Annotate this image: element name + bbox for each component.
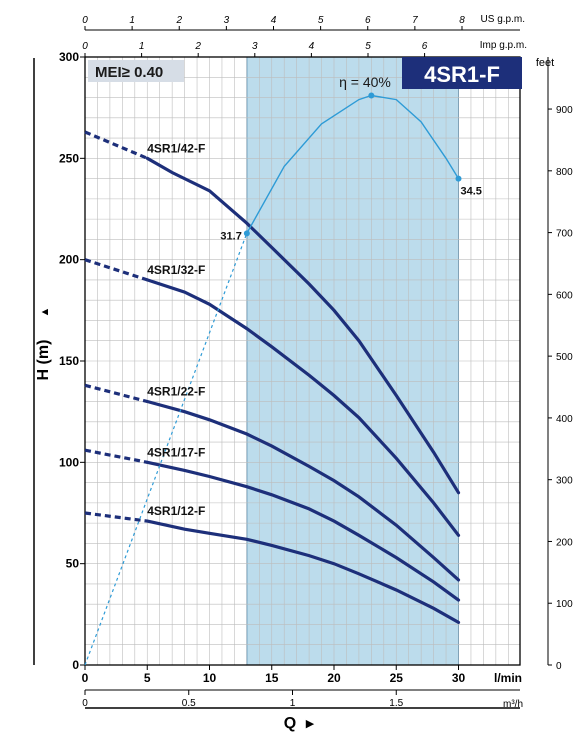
series-label: 4SR1/22-F bbox=[147, 385, 205, 399]
x-unit-lmin: l/min bbox=[494, 671, 522, 685]
feet-tick-label: 400 bbox=[556, 414, 573, 425]
feet-tick-label: 700 bbox=[556, 229, 573, 240]
series-labels: 4SR1/42-F 4SR1/32-F 4SR1/22-F 4SR1/17-F 4SR1… bbox=[147, 141, 205, 518]
series-dashed-line bbox=[84, 383, 148, 404]
efficiency-point-label: 34.5 bbox=[461, 186, 482, 198]
feet-tick-label: 100 bbox=[556, 599, 573, 610]
impgpm-tick-label: 6 bbox=[422, 41, 428, 52]
x-unit-m3h: m³/h bbox=[503, 699, 523, 710]
title-badge-bg bbox=[402, 57, 522, 89]
y-tick-label: 150 bbox=[59, 354, 79, 368]
impgpm-tick-label: 1 bbox=[139, 41, 145, 52]
series-line bbox=[145, 278, 461, 537]
usgpm-tick-label: 0 bbox=[82, 15, 88, 26]
series-line bbox=[145, 519, 461, 624]
y-tick-label: 300 bbox=[59, 50, 79, 64]
usgpm-tick-label: 6 bbox=[365, 15, 371, 26]
usgpm-tick-label: 2 bbox=[175, 15, 182, 26]
feet-tick-label: 800 bbox=[556, 167, 573, 178]
efficiency-point bbox=[243, 230, 250, 237]
series-line bbox=[145, 399, 461, 582]
usgpm-tick-label: 7 bbox=[412, 15, 418, 26]
series-line bbox=[145, 156, 461, 495]
usgpm-tick-label: 3 bbox=[224, 15, 230, 26]
y-tick-label: 100 bbox=[59, 455, 79, 469]
y-tick-label: 200 bbox=[59, 253, 79, 267]
impgpm-tick-label: 0 bbox=[82, 41, 88, 52]
y-tick-label: 50 bbox=[66, 557, 80, 571]
feet-tick-label: 300 bbox=[556, 476, 573, 487]
series-dashed-line bbox=[84, 130, 148, 160]
x-tick-label: 30 bbox=[452, 671, 466, 685]
m3h-tick-label: 1.5 bbox=[389, 698, 403, 709]
mei-badge: MEI≥ 0.40 bbox=[95, 64, 163, 81]
efficiency-point bbox=[455, 175, 462, 182]
x-tick-label: 0 bbox=[82, 671, 89, 685]
impgpm-tick-label: 5 bbox=[365, 41, 371, 52]
efficiency-curve: 31.7 34.5 bbox=[84, 92, 482, 666]
usgpm-tick-label: 8 bbox=[459, 15, 465, 26]
x-tick-label: 25 bbox=[390, 671, 404, 685]
impgpm-tick-label: 2 bbox=[194, 41, 201, 52]
usgpm-tick-label: 4 bbox=[271, 15, 277, 26]
x-tick-label: 5 bbox=[144, 671, 151, 685]
x-axis-label: Q bbox=[284, 715, 296, 732]
y-axis-arrow: ▲ bbox=[39, 307, 51, 318]
series-label: 4SR1/32-F bbox=[147, 263, 205, 277]
impgpm-tick-label: 4 bbox=[309, 41, 315, 52]
x-tick-label: 20 bbox=[327, 671, 341, 685]
series-curves bbox=[84, 130, 461, 624]
m3h-tick-label: 0.5 bbox=[182, 698, 196, 709]
series-dashed-line bbox=[84, 258, 148, 282]
series-label: 4SR1/42-F bbox=[147, 141, 205, 155]
feet-tick-label: 200 bbox=[556, 537, 573, 548]
series-label: 4SR1/17-F bbox=[147, 445, 205, 459]
right-unit-feet: feet bbox=[536, 57, 554, 69]
feet-tick-label: 900 bbox=[556, 105, 573, 116]
m3h-tick-label: 0 bbox=[82, 698, 88, 709]
efficiency-dashed-line bbox=[84, 233, 248, 666]
impgpm-tick-label: 3 bbox=[252, 41, 258, 52]
usgpm-tick-label: 5 bbox=[318, 15, 324, 26]
feet-tick-label: 0 bbox=[556, 661, 562, 672]
series-line bbox=[145, 460, 461, 602]
mei-badge-bg bbox=[88, 60, 184, 82]
efficiency-point bbox=[368, 92, 375, 99]
x-tick-label: 15 bbox=[265, 671, 279, 685]
x-axis-arrow: ▶ bbox=[306, 718, 315, 730]
x-tick-label: 10 bbox=[203, 671, 217, 685]
y-tick-label: 0 bbox=[72, 658, 79, 672]
series-label: 4SR1/12-F bbox=[147, 504, 205, 518]
series-dashed-line bbox=[84, 448, 148, 464]
efficiency-label: η = 40% bbox=[339, 74, 391, 90]
chart-title: 4SR1-F bbox=[424, 62, 500, 87]
efficiency-point-label: 31.7 bbox=[220, 230, 241, 242]
series-dashed-line bbox=[84, 511, 148, 523]
grid-lines bbox=[85, 57, 520, 665]
y-tick-label: 250 bbox=[59, 151, 79, 165]
feet-tick-label: 600 bbox=[556, 290, 573, 301]
feet-tick-label: 500 bbox=[556, 352, 573, 363]
y-axis-label: H (m) bbox=[35, 340, 52, 381]
top-unit-impgpm: Imp g.p.m. bbox=[480, 40, 527, 51]
m3h-tick-label: 1 bbox=[290, 698, 296, 709]
top-unit-usgpm: US g.p.m. bbox=[481, 14, 525, 25]
usgpm-tick-label: 1 bbox=[129, 15, 135, 26]
